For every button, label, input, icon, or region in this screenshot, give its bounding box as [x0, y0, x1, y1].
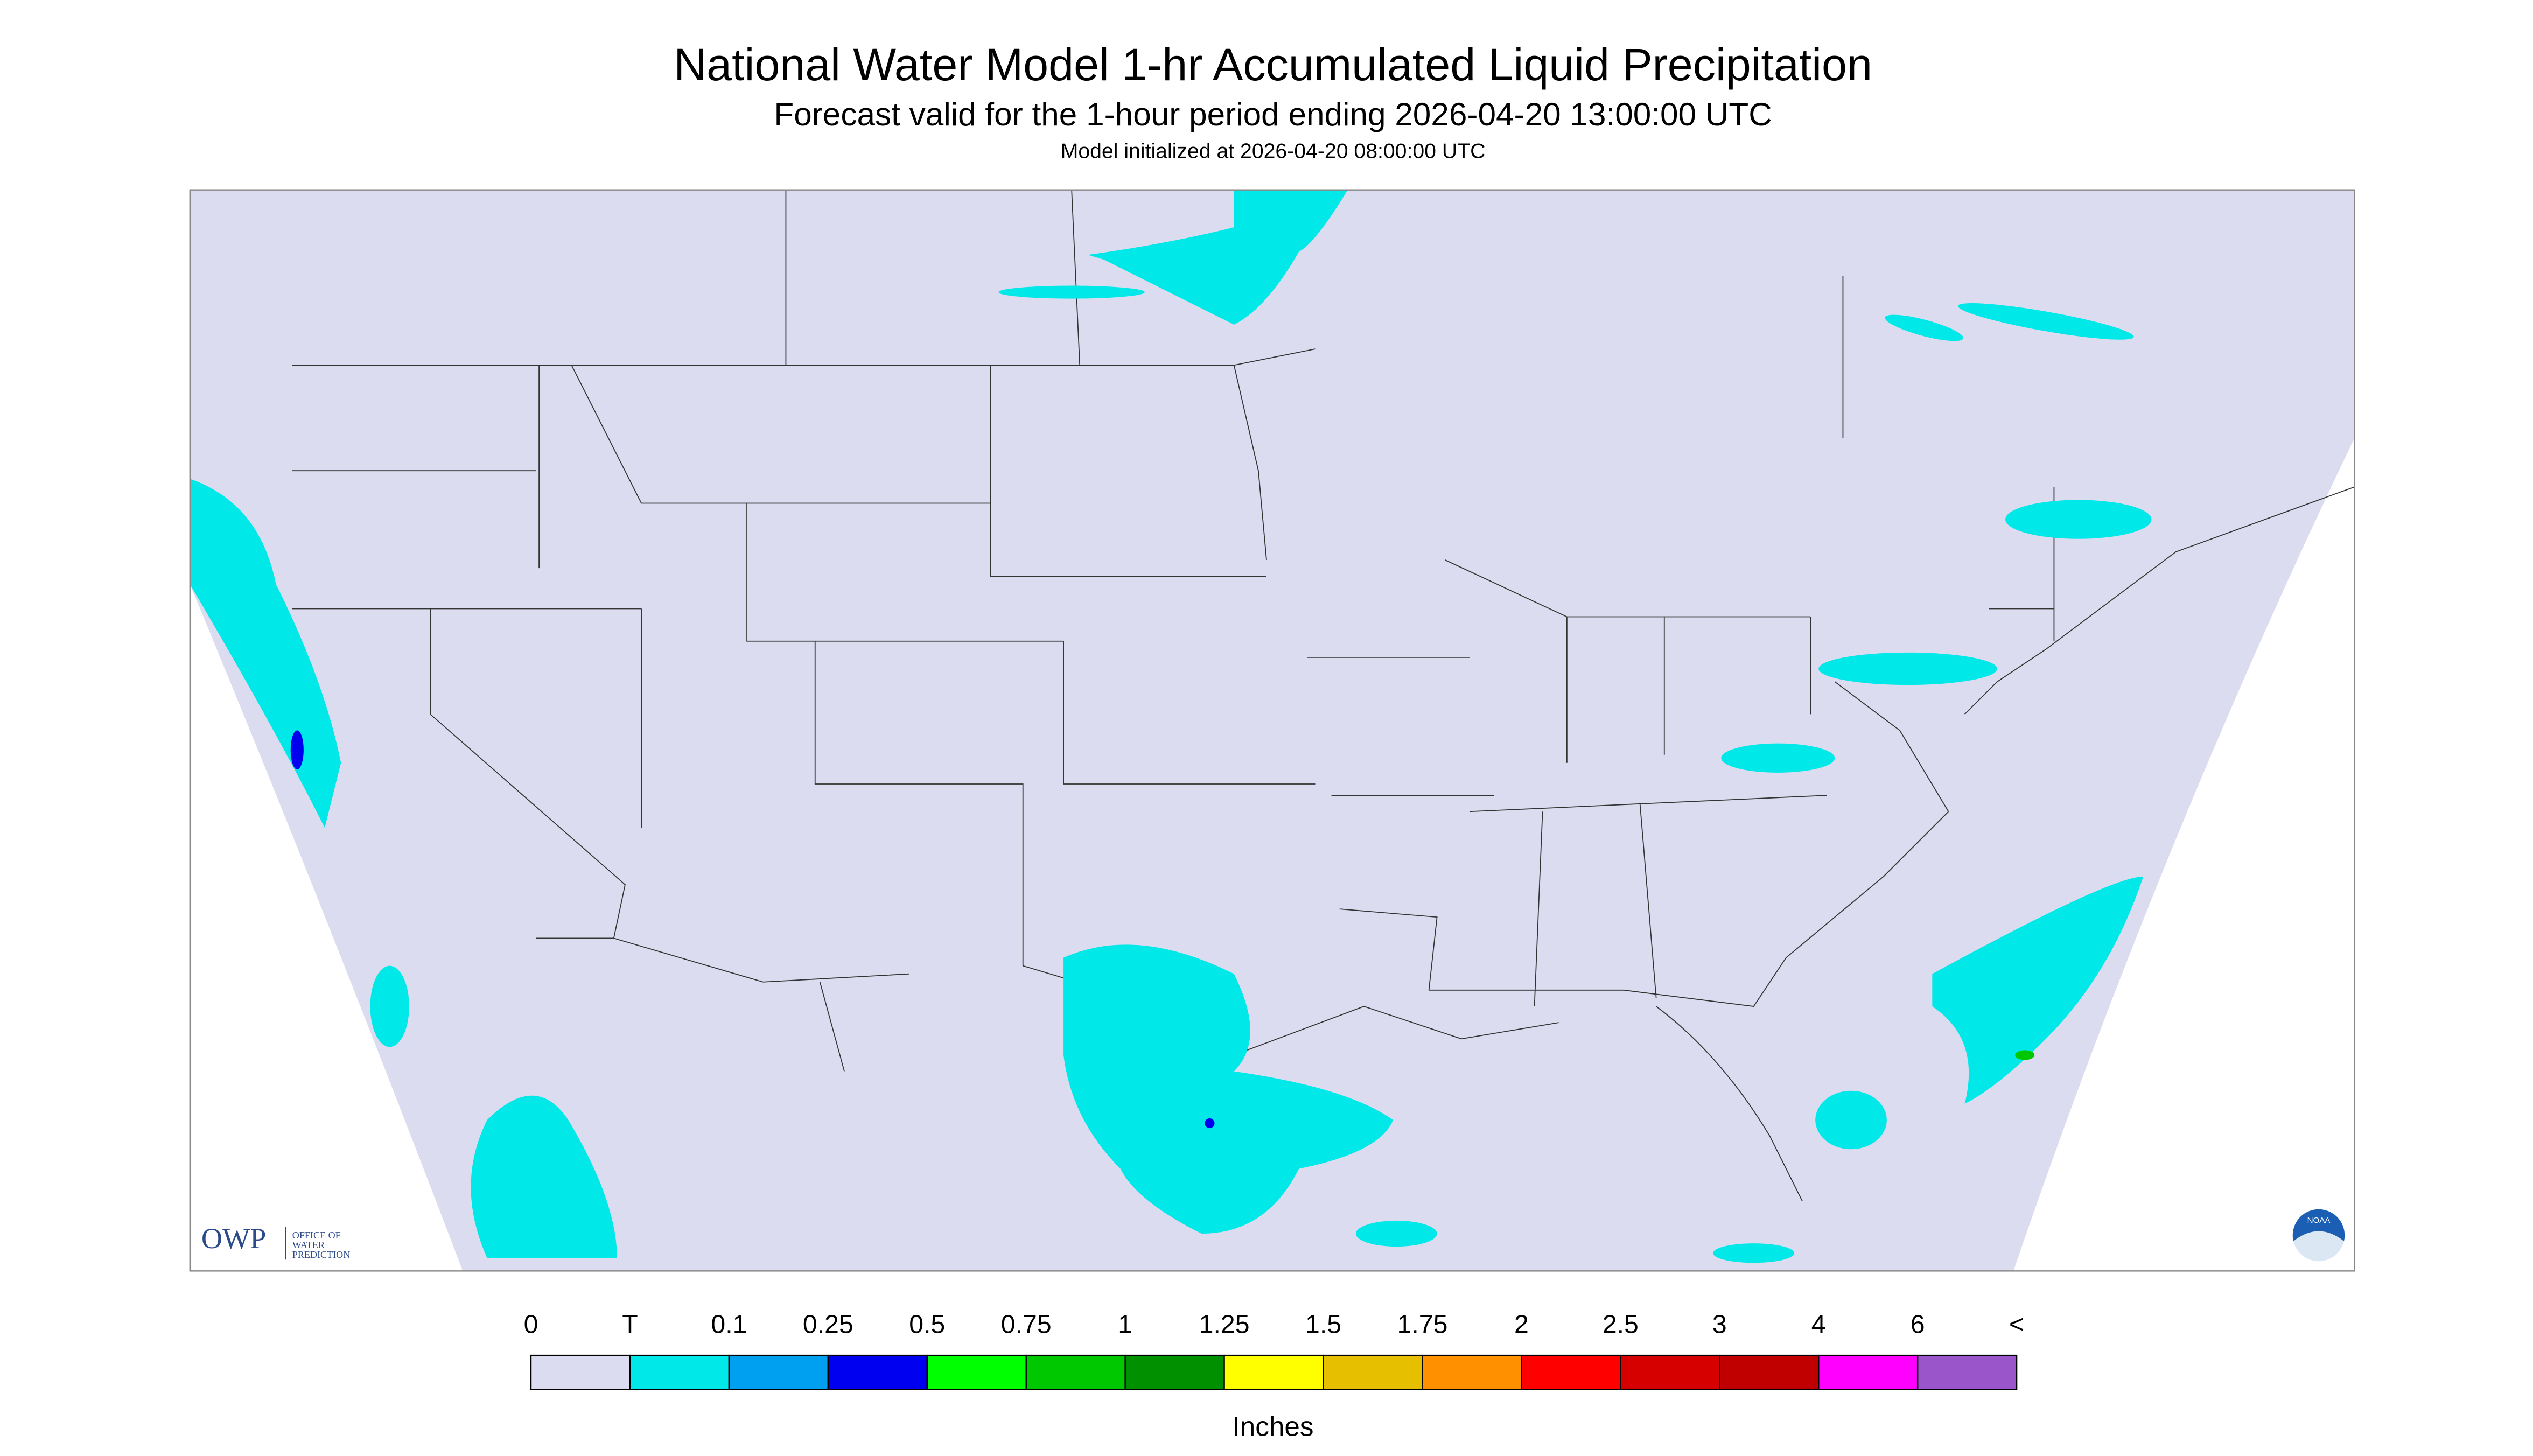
legend-swatch: [1223, 1354, 1324, 1390]
rain-area: [1713, 1243, 1794, 1263]
rain-area: [190, 479, 341, 828]
legend: 0 T 0.1 0.25 0.5 0.75 1 1.25 1.5 1.75 2 2.5 3 4 6 <: [524, 1310, 2024, 1390]
rain-area: [1932, 876, 2144, 1104]
legend-label: 2: [1514, 1310, 1529, 1339]
legend-label: 1.25: [1199, 1310, 1250, 1339]
legend-swatch: [728, 1354, 829, 1390]
legend-swatch: [530, 1354, 631, 1390]
legend-label: 0.25: [803, 1310, 853, 1339]
owp-logo: OWP OFFICE OF WATER PREDICTION: [201, 1222, 350, 1260]
logo-name: OWP: [201, 1222, 267, 1255]
rain-area: [1088, 190, 1348, 325]
logo-line: OFFICE OF: [292, 1230, 341, 1241]
rain-area: [2005, 500, 2152, 539]
legend-unit: Inches: [1233, 1411, 1314, 1441]
legend-swatch: [926, 1354, 1027, 1390]
legend-label: T: [622, 1310, 638, 1339]
subtitle: Forecast valid for the 1-hour period end…: [774, 96, 1772, 132]
rain-area: [1958, 303, 2134, 340]
precipitation: [190, 190, 2152, 1263]
outside-domain: [190, 584, 463, 1271]
rain-area: [998, 285, 1145, 299]
legend-swatch: [1719, 1354, 1820, 1390]
legend-label: 0: [524, 1310, 538, 1339]
rain-area: [1063, 944, 1394, 1234]
rain-area: [1815, 1090, 1887, 1150]
noaa-logo: NOAA: [2292, 1209, 2345, 1268]
rain-area: [1818, 652, 1997, 685]
legend-label: 6: [1911, 1310, 1925, 1339]
legend-swatch: [1620, 1354, 1720, 1390]
legend-label: 0.5: [909, 1310, 945, 1339]
map: OWP OFFICE OF WATER PREDICTION NOAA: [189, 189, 2355, 1272]
legend-label: 3: [1712, 1310, 1727, 1339]
legend-label: 1.75: [1397, 1310, 1448, 1339]
legend-label: 1.5: [1305, 1310, 1341, 1339]
legend-swatch: [1124, 1354, 1225, 1390]
logo-line: PREDICTION: [292, 1249, 350, 1260]
heavy-rain-cell: [1205, 1118, 1215, 1129]
rain-area: [1721, 743, 1835, 773]
logo-line: WATER: [292, 1240, 325, 1250]
rain-area: [471, 1095, 617, 1258]
legend-label: <: [2009, 1310, 2024, 1339]
init-note: Model initialized at 2026-04-20 08:00:00…: [1061, 140, 1486, 163]
map-frame: [189, 189, 2355, 1272]
rain-area: [1355, 1220, 1437, 1247]
rain-area: [1885, 314, 1964, 341]
legend-swatch: [1422, 1354, 1522, 1390]
logo-wave: [2292, 1231, 2345, 1268]
legend-label: 0.1: [711, 1310, 747, 1339]
legend-swatch: [827, 1354, 928, 1390]
legend-swatch: [1916, 1354, 2018, 1390]
legend-swatch: [1323, 1354, 1423, 1390]
legend-swatch: [629, 1354, 730, 1390]
heavy-rain-cell: [290, 730, 304, 769]
title: National Water Model 1-hr Accumulated Li…: [674, 39, 1872, 90]
legend-label: 0.75: [1001, 1310, 1052, 1339]
rain-area: [370, 965, 409, 1047]
legend-label: 1: [1118, 1310, 1132, 1339]
legend-swatch: [1025, 1354, 1126, 1390]
legend-label: 4: [1811, 1310, 1826, 1339]
logo-agency: NOAA: [2307, 1216, 2331, 1225]
legend-swatch: [1818, 1354, 1919, 1390]
legend-swatch: [1521, 1354, 1621, 1390]
legend-label: 2.5: [1603, 1310, 1639, 1339]
outside-domain: [2013, 438, 2355, 1271]
rain-cell: [2015, 1050, 2035, 1060]
